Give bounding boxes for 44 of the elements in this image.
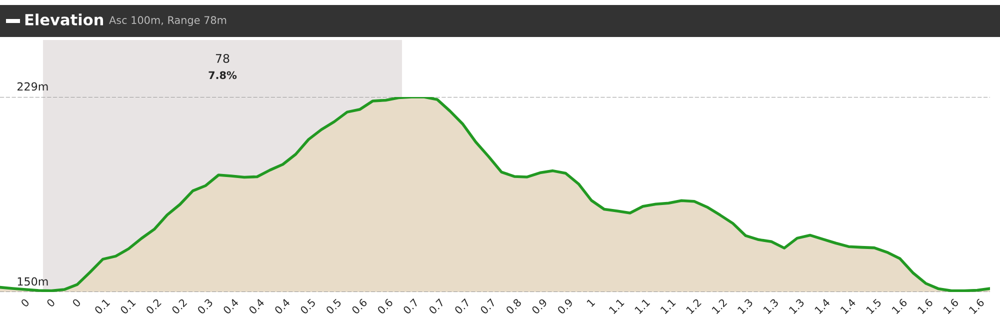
x-tick-label: 0 [20,298,30,308]
x-tick-label: 0.6 [376,298,394,314]
x-tick-label: 0.4 [274,298,290,314]
x-tick-label: 1.4 [814,298,830,314]
x-tick-label: 1.1 [608,298,624,314]
x-tick-label: 0.6 [351,298,368,314]
x-tick-label: 0.4 [248,298,265,314]
x-tick-label: 1.1 [660,298,676,314]
x-tick-label: 0.8 [505,298,522,314]
x-tick-label: 0.7 [480,298,496,314]
x-tick-label: 1.2 [712,298,728,314]
x-tick-label: 0.5 [300,298,316,314]
x-tick-label: 1.3 [762,298,779,314]
x-tick-label: 1.4 [840,298,856,314]
x-tick-label: 0.9 [556,298,574,314]
x-tick-label: 0.3 [196,298,214,314]
x-tick-label: 1.6 [917,298,934,314]
x-tick-label: 1.6 [892,298,908,314]
x-tick-label: 0.5 [325,298,342,314]
x-tick-label: 1.1 [634,298,650,314]
x-tick-label: 0.2 [171,298,188,314]
chart-subtitle: Asc 100m, Range 78m [109,16,226,26]
x-tick-label: 0 [46,298,56,308]
x-tick-label: 0.1 [120,298,136,314]
x-tick-label: 0.9 [531,298,548,314]
x-tick-label: 1.6 [942,298,959,314]
x-tick-label: 0.7 [402,298,419,314]
x-tick-label: 1.3 [788,298,805,314]
x-tick-label: 0.4 [222,298,240,314]
x-tick-label: 0.7 [454,298,470,314]
chart-title: Elevation [25,14,104,26]
x-tick-label: 1.6 [968,298,985,314]
x-tick-label: 0.7 [428,298,445,314]
text: 7.8% [208,71,237,80]
y-tick-label: 229m [17,82,48,91]
x-tick-label: 0.2 [145,298,162,314]
text: 78 [216,54,230,63]
x-tick-label: 0.1 [94,298,110,314]
x-tick-label: 1.3 [737,298,754,314]
y-tick-label: 150m [18,277,48,286]
x-tick-label: 1.2 [686,298,702,314]
x-tick-label: 0 [72,298,82,308]
x-tick-label: 1 [586,298,596,308]
x-tick-label: 1.5 [866,298,882,314]
